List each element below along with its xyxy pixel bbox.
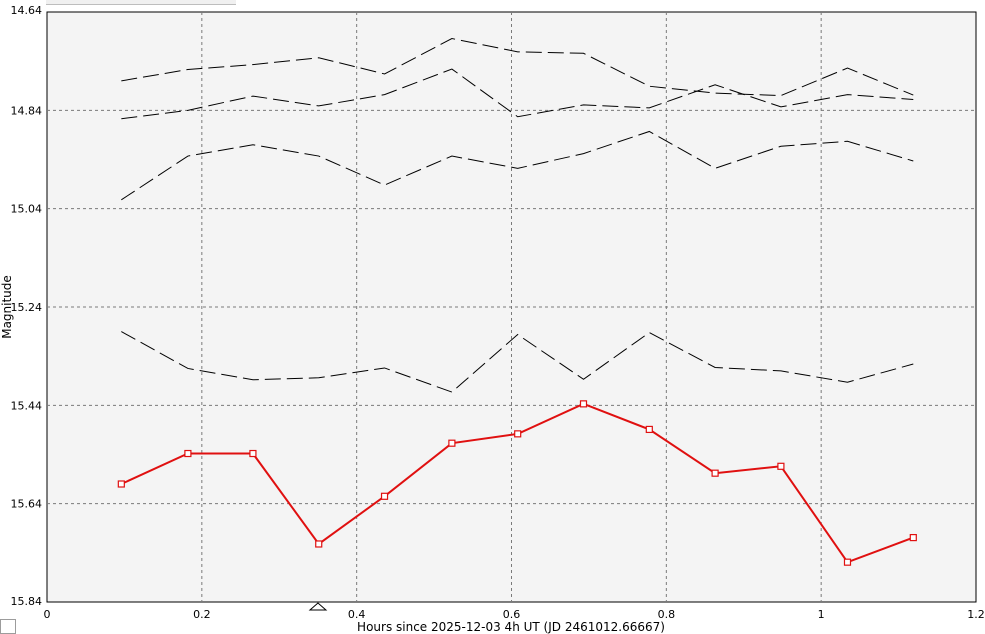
comparison-star-line xyxy=(121,38,914,97)
target-star-point xyxy=(645,425,653,434)
x-tick-label: 0.6 xyxy=(503,608,521,621)
time-marker-icon[interactable] xyxy=(308,602,328,611)
target-star-point xyxy=(579,400,588,408)
tick-labels: 0 0.2 0.4 0.6 0.8 1 1.2 14.64 14.84 15.04 15.24 15.… xyxy=(11,4,985,621)
x-tick-label: 0.8 xyxy=(658,608,676,621)
target-star-point xyxy=(249,449,257,458)
comparison-star-line xyxy=(121,68,914,120)
target-star-point xyxy=(315,540,323,548)
series-layer xyxy=(117,38,917,566)
y-tick-label: 15.44 xyxy=(11,399,43,412)
y-tick-label: 14.64 xyxy=(11,4,43,17)
y-tick-label: 15.04 xyxy=(11,203,43,216)
top-strip xyxy=(46,0,236,5)
x-axis-title: Hours since 2025-12-03 4h UT (JD 2461012… xyxy=(357,620,665,634)
y-tick-label: 15.64 xyxy=(11,498,43,511)
target-star-point xyxy=(843,558,852,566)
comparison-star-line xyxy=(121,130,914,201)
x-tick-label: 0.4 xyxy=(348,608,366,621)
y-axis-title: Magnitude xyxy=(0,275,14,339)
y-tick-label: 15.24 xyxy=(11,301,43,314)
target-star-point xyxy=(514,430,522,438)
target-star-point xyxy=(184,449,192,458)
target-star-point xyxy=(448,439,456,447)
x-tick-label: 1.2 xyxy=(967,608,985,621)
target-star-point xyxy=(711,469,719,477)
comparison-star-line xyxy=(121,331,914,393)
target-star-point xyxy=(380,492,389,500)
target-star-point xyxy=(117,480,125,488)
y-tick-label: 14.84 xyxy=(11,104,43,117)
target-star-point xyxy=(909,533,917,542)
grid xyxy=(47,12,976,602)
target-star-point xyxy=(777,462,785,470)
x-tick-label: 0 xyxy=(44,608,51,621)
y-tick-label: 15.84 xyxy=(11,595,43,608)
corner-box xyxy=(0,619,16,634)
x-tick-label: 0.2 xyxy=(193,608,211,621)
x-tick-label: 1 xyxy=(818,608,825,621)
